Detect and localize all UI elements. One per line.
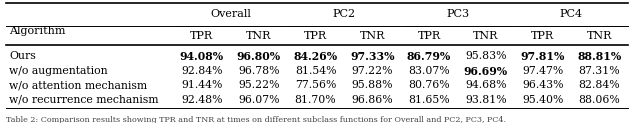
Text: Overall: Overall xyxy=(210,9,251,19)
Text: 83.07%: 83.07% xyxy=(408,66,450,76)
Text: 95.83%: 95.83% xyxy=(465,51,507,61)
Text: TPR: TPR xyxy=(531,31,554,41)
Text: 96.07%: 96.07% xyxy=(238,95,280,105)
Text: TNR: TNR xyxy=(473,31,499,41)
Text: 88.81%: 88.81% xyxy=(577,51,621,62)
Text: 96.69%: 96.69% xyxy=(464,66,508,77)
Text: 82.84%: 82.84% xyxy=(579,80,620,90)
Text: 97.33%: 97.33% xyxy=(350,51,395,62)
Text: TNR: TNR xyxy=(587,31,612,41)
Text: w/o augmentation: w/o augmentation xyxy=(10,66,108,76)
Text: TPR: TPR xyxy=(304,31,327,41)
Text: 91.44%: 91.44% xyxy=(181,80,223,90)
Text: 96.80%: 96.80% xyxy=(237,51,281,62)
Text: 97.22%: 97.22% xyxy=(351,66,393,76)
Text: 95.40%: 95.40% xyxy=(522,95,563,105)
Text: PC2: PC2 xyxy=(332,9,355,19)
Text: TNR: TNR xyxy=(360,31,385,41)
Text: 92.84%: 92.84% xyxy=(181,66,223,76)
Text: 92.48%: 92.48% xyxy=(181,95,223,105)
Text: w/o attention mechanism: w/o attention mechanism xyxy=(10,80,148,90)
Text: PC4: PC4 xyxy=(559,9,582,19)
Text: 80.76%: 80.76% xyxy=(408,80,450,90)
Text: 81.54%: 81.54% xyxy=(295,66,336,76)
Text: Algorithm: Algorithm xyxy=(10,26,66,36)
Text: 96.78%: 96.78% xyxy=(238,66,280,76)
Text: TNR: TNR xyxy=(246,31,271,41)
Text: w/o recurrence mechanism: w/o recurrence mechanism xyxy=(10,95,159,105)
Text: 81.65%: 81.65% xyxy=(408,95,450,105)
Text: 88.06%: 88.06% xyxy=(579,95,620,105)
Text: 81.70%: 81.70% xyxy=(294,95,337,105)
Text: 95.88%: 95.88% xyxy=(351,80,393,90)
Text: PC3: PC3 xyxy=(446,9,469,19)
Text: TPR: TPR xyxy=(190,31,214,41)
Text: Ours: Ours xyxy=(10,51,36,61)
Text: 87.31%: 87.31% xyxy=(579,66,620,76)
Text: 77.56%: 77.56% xyxy=(295,80,336,90)
Text: 96.43%: 96.43% xyxy=(522,80,563,90)
Text: Table 2: Comparison results showing TPR and TNR at times on different subclass f: Table 2: Comparison results showing TPR … xyxy=(6,116,506,123)
Text: 96.86%: 96.86% xyxy=(351,95,393,105)
Text: 93.81%: 93.81% xyxy=(465,95,507,105)
Text: 97.81%: 97.81% xyxy=(520,51,565,62)
Text: 94.08%: 94.08% xyxy=(180,51,224,62)
Text: 84.26%: 84.26% xyxy=(294,51,337,62)
Text: 97.47%: 97.47% xyxy=(522,66,563,76)
Text: TPR: TPR xyxy=(417,31,441,41)
Text: 86.79%: 86.79% xyxy=(407,51,451,62)
Text: 94.68%: 94.68% xyxy=(465,80,507,90)
Text: 95.22%: 95.22% xyxy=(238,80,280,90)
